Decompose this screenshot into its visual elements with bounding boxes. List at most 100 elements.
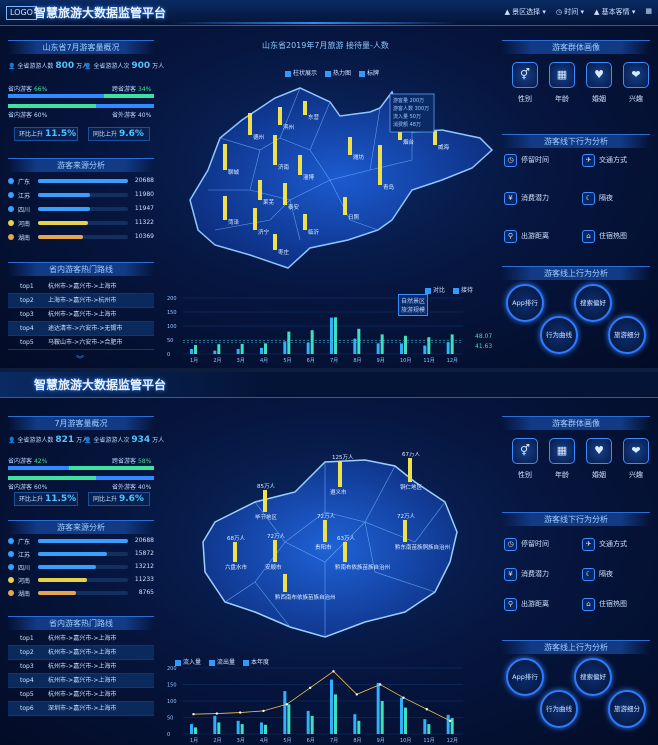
heart-icon[interactable]: ❤ bbox=[623, 62, 649, 88]
online-bubble[interactable]: 行为曲线 bbox=[540, 316, 578, 354]
chart-bar[interactable] bbox=[260, 347, 263, 354]
offline-item[interactable]: ✈ 交通方式 bbox=[582, 536, 627, 552]
chart-bar[interactable] bbox=[330, 317, 333, 354]
chart-bar[interactable] bbox=[217, 722, 221, 734]
map-bar[interactable] bbox=[253, 208, 257, 230]
map-bar[interactable] bbox=[258, 180, 262, 200]
chart-point[interactable] bbox=[215, 712, 219, 715]
chart-bar[interactable] bbox=[380, 334, 384, 354]
chart-point[interactable] bbox=[262, 709, 265, 713]
offline-item[interactable]: ⌂ 住宿热图 bbox=[582, 596, 627, 612]
chart-bar[interactable] bbox=[380, 701, 384, 734]
chart-bar[interactable] bbox=[217, 344, 221, 354]
chart-bar[interactable] bbox=[334, 317, 337, 354]
offline-item[interactable]: ✈ 交通方式 bbox=[582, 152, 627, 168]
map-bar[interactable] bbox=[223, 196, 227, 220]
heart-icon[interactable]: ❤ bbox=[623, 438, 649, 464]
chart-bar[interactable] bbox=[194, 345, 197, 354]
chart-point[interactable] bbox=[285, 703, 289, 706]
couple-icon[interactable]: ♥ bbox=[586, 62, 612, 88]
chart-bar[interactable] bbox=[190, 724, 193, 734]
map-bar[interactable] bbox=[338, 461, 342, 487]
offline-item[interactable]: ⌂ 住宿热图 bbox=[582, 228, 627, 244]
legend-marker[interactable]: 标牌 bbox=[359, 68, 379, 77]
map-bar[interactable] bbox=[343, 542, 347, 562]
chart-point[interactable] bbox=[192, 713, 195, 716]
map-bar[interactable] bbox=[348, 137, 352, 155]
chart-point[interactable] bbox=[308, 686, 312, 689]
chart-bar[interactable] bbox=[190, 348, 193, 354]
chart-bar[interactable] bbox=[194, 727, 197, 734]
map-bar[interactable] bbox=[283, 183, 287, 205]
map-bar[interactable] bbox=[263, 490, 267, 512]
chart1-legend-compare[interactable]: 对比 bbox=[425, 285, 445, 294]
chart-bar[interactable] bbox=[330, 679, 333, 734]
offline-item[interactable]: ◷ 停留时间 bbox=[504, 152, 549, 168]
route-row[interactable]: top2 杭州市->嘉兴市->上海市 bbox=[8, 646, 154, 660]
route-row[interactable]: top3 杭州市->嘉兴市->上海市 bbox=[8, 660, 154, 674]
chart-bar[interactable] bbox=[236, 348, 240, 354]
route-row[interactable]: top5 杭州市->嘉兴市->上海市 bbox=[8, 688, 154, 702]
chart-bar[interactable] bbox=[450, 718, 454, 734]
map-bar[interactable] bbox=[408, 458, 412, 482]
time-menu[interactable]: ◷ 时间 ▾ bbox=[555, 8, 585, 16]
chart-bar[interactable] bbox=[376, 682, 380, 734]
legend-heat[interactable]: 热力图 bbox=[325, 68, 351, 77]
route-row[interactable]: top2 上海市->嘉兴市->杭州市 bbox=[8, 294, 154, 308]
chart2-legend-thisyear[interactable]: 本年度 bbox=[243, 657, 269, 666]
offline-item[interactable]: ◷ 停留时间 bbox=[504, 536, 549, 552]
gender-icon[interactable]: ⚥ bbox=[512, 438, 538, 464]
offline-item[interactable]: ¥ 消费潜力 bbox=[504, 190, 549, 206]
gender-icon[interactable]: ⚥ bbox=[512, 62, 538, 88]
chart-bar[interactable] bbox=[310, 715, 314, 734]
chart-point[interactable] bbox=[378, 683, 382, 686]
chart-bar[interactable] bbox=[264, 724, 267, 734]
chart-bar[interactable] bbox=[353, 338, 357, 354]
map-bar[interactable] bbox=[223, 144, 227, 170]
chart-bar[interactable] bbox=[287, 331, 291, 354]
chart2-legend-outflow[interactable]: 流出量 bbox=[209, 657, 235, 666]
route-row[interactable]: top4 杭州市->嘉兴市->上海市 bbox=[8, 674, 154, 688]
offline-item[interactable]: ⚲ 出游距离 bbox=[504, 596, 549, 612]
offline-item[interactable]: ⚲ 出游距离 bbox=[504, 228, 549, 244]
offline-item[interactable]: ☾ 隔夜 bbox=[582, 190, 613, 206]
route-row[interactable]: top1 杭州市->嘉兴市->上海市 bbox=[8, 632, 154, 646]
chart-bar[interactable] bbox=[353, 714, 357, 734]
chart-bar[interactable] bbox=[213, 350, 217, 354]
chart-bar[interactable] bbox=[427, 337, 431, 354]
chart-bar[interactable] bbox=[376, 343, 380, 354]
chart-bar[interactable] bbox=[357, 720, 361, 734]
online-bubble[interactable]: 搜索偏好 bbox=[574, 658, 612, 696]
map-bar[interactable] bbox=[303, 101, 307, 115]
chart-bar[interactable] bbox=[404, 707, 407, 734]
map-bar[interactable] bbox=[323, 520, 327, 542]
online-bubble[interactable]: 搜索偏好 bbox=[574, 284, 612, 322]
offline-item[interactable]: ¥ 消费潜力 bbox=[504, 566, 549, 582]
online-bubble[interactable]: App排行 bbox=[506, 658, 544, 696]
chart-bar[interactable] bbox=[400, 697, 403, 734]
chart-bar[interactable] bbox=[287, 704, 291, 734]
chart-bar[interactable] bbox=[213, 715, 217, 734]
chart-point[interactable] bbox=[402, 696, 405, 699]
chart-point[interactable] bbox=[238, 711, 242, 714]
chart-bar[interactable] bbox=[423, 719, 427, 734]
chart1-legend-received[interactable]: 接待 bbox=[453, 285, 473, 294]
scenic-select-menu[interactable]: ▲ 景区选择 ▾ bbox=[504, 8, 546, 16]
route-row[interactable]: top5 马鞍山市->六安市->合肥市 bbox=[8, 336, 154, 350]
grid-icon[interactable]: ▦ bbox=[645, 7, 652, 15]
chart-bar[interactable] bbox=[283, 341, 287, 354]
map-bar[interactable] bbox=[303, 214, 307, 230]
chart-bar[interactable] bbox=[446, 714, 450, 734]
chart-bar[interactable] bbox=[240, 343, 244, 354]
chart-bar[interactable] bbox=[306, 710, 310, 734]
chart-bar[interactable] bbox=[260, 722, 263, 734]
chart-bar[interactable] bbox=[306, 342, 310, 354]
map-bar[interactable] bbox=[278, 107, 282, 125]
online-bubble[interactable]: 旅游细分 bbox=[608, 690, 646, 728]
chart-point[interactable] bbox=[425, 708, 429, 711]
map-bar[interactable] bbox=[298, 155, 302, 175]
map-bar[interactable] bbox=[403, 520, 407, 542]
chart-bar[interactable] bbox=[400, 343, 403, 354]
map-bar[interactable] bbox=[433, 131, 437, 145]
online-bubble[interactable]: App排行 bbox=[506, 284, 544, 322]
